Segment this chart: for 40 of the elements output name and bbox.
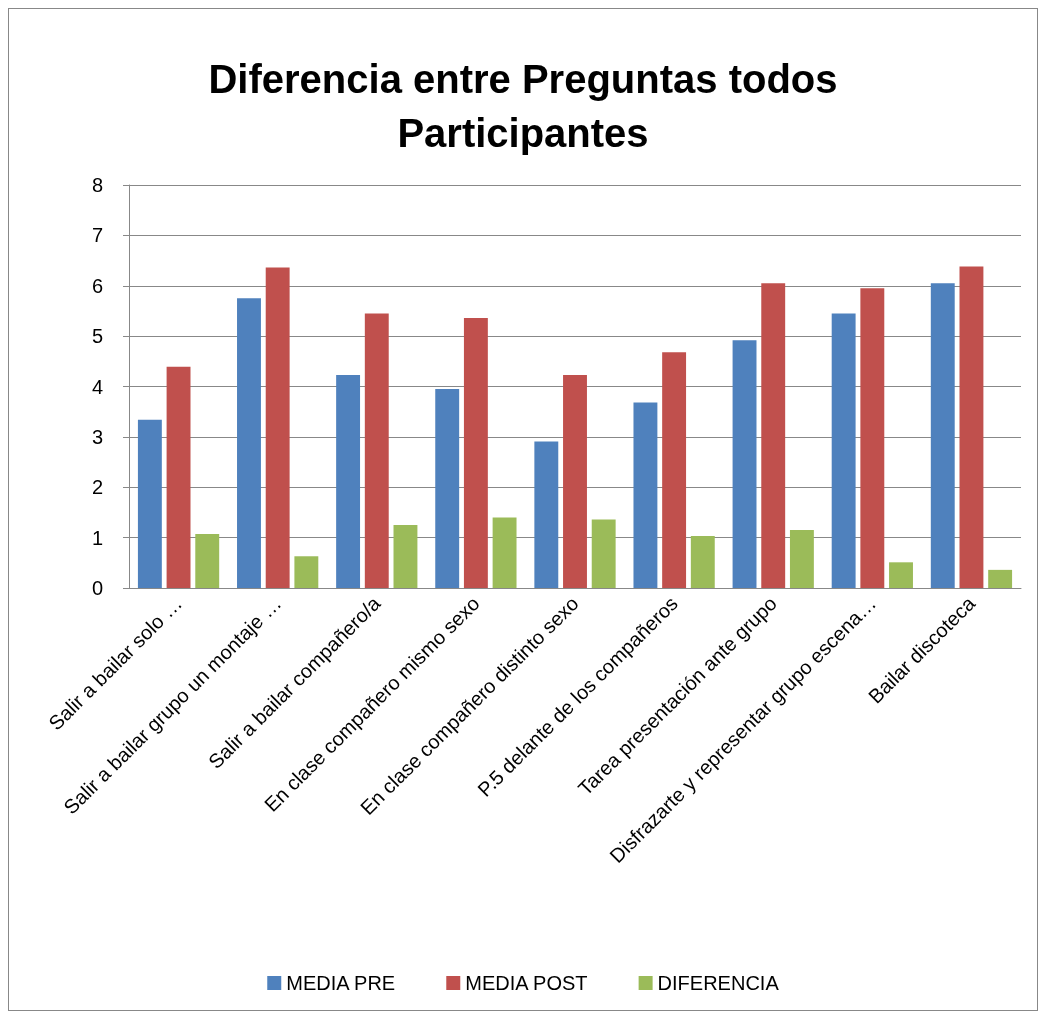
chart-title: Diferencia entre Preguntas todos Participantes xyxy=(208,57,838,155)
y-tick-label: 6 xyxy=(91,274,103,297)
bar xyxy=(195,534,220,588)
y-tick-label: 5 xyxy=(91,325,103,348)
bar xyxy=(166,366,191,588)
legend-label: MEDIA PRE xyxy=(286,972,396,994)
bar xyxy=(690,536,715,588)
bar xyxy=(591,519,616,588)
y-tick-label: 7 xyxy=(91,224,103,247)
bar xyxy=(435,389,460,588)
bar xyxy=(137,419,162,588)
y-tick-label: 0 xyxy=(91,577,103,599)
bar xyxy=(662,352,687,588)
bar xyxy=(988,569,1013,588)
bar xyxy=(237,298,261,588)
bar xyxy=(761,283,786,588)
bar xyxy=(534,441,559,588)
y-tick-label: 2 xyxy=(91,476,103,499)
legend-label: MEDIA POST xyxy=(465,972,588,994)
bar xyxy=(959,266,984,588)
bar xyxy=(732,340,757,588)
bar xyxy=(265,267,290,588)
bar xyxy=(889,562,913,588)
bar xyxy=(633,402,658,588)
bar xyxy=(930,283,955,588)
y-tick-label: 8 xyxy=(91,174,103,196)
bar xyxy=(393,525,418,588)
bar xyxy=(831,313,856,588)
bar xyxy=(563,374,587,588)
bar xyxy=(860,288,885,588)
y-tick-label: 4 xyxy=(91,375,103,398)
legend-label: DIFERENCIA xyxy=(657,972,780,994)
bar xyxy=(492,517,517,588)
bar xyxy=(789,530,814,588)
bar xyxy=(336,374,361,588)
bar xyxy=(364,313,389,588)
y-tick-label: 1 xyxy=(91,526,103,549)
y-tick-label: 3 xyxy=(91,425,103,448)
bar xyxy=(294,556,319,588)
bar xyxy=(463,317,488,588)
